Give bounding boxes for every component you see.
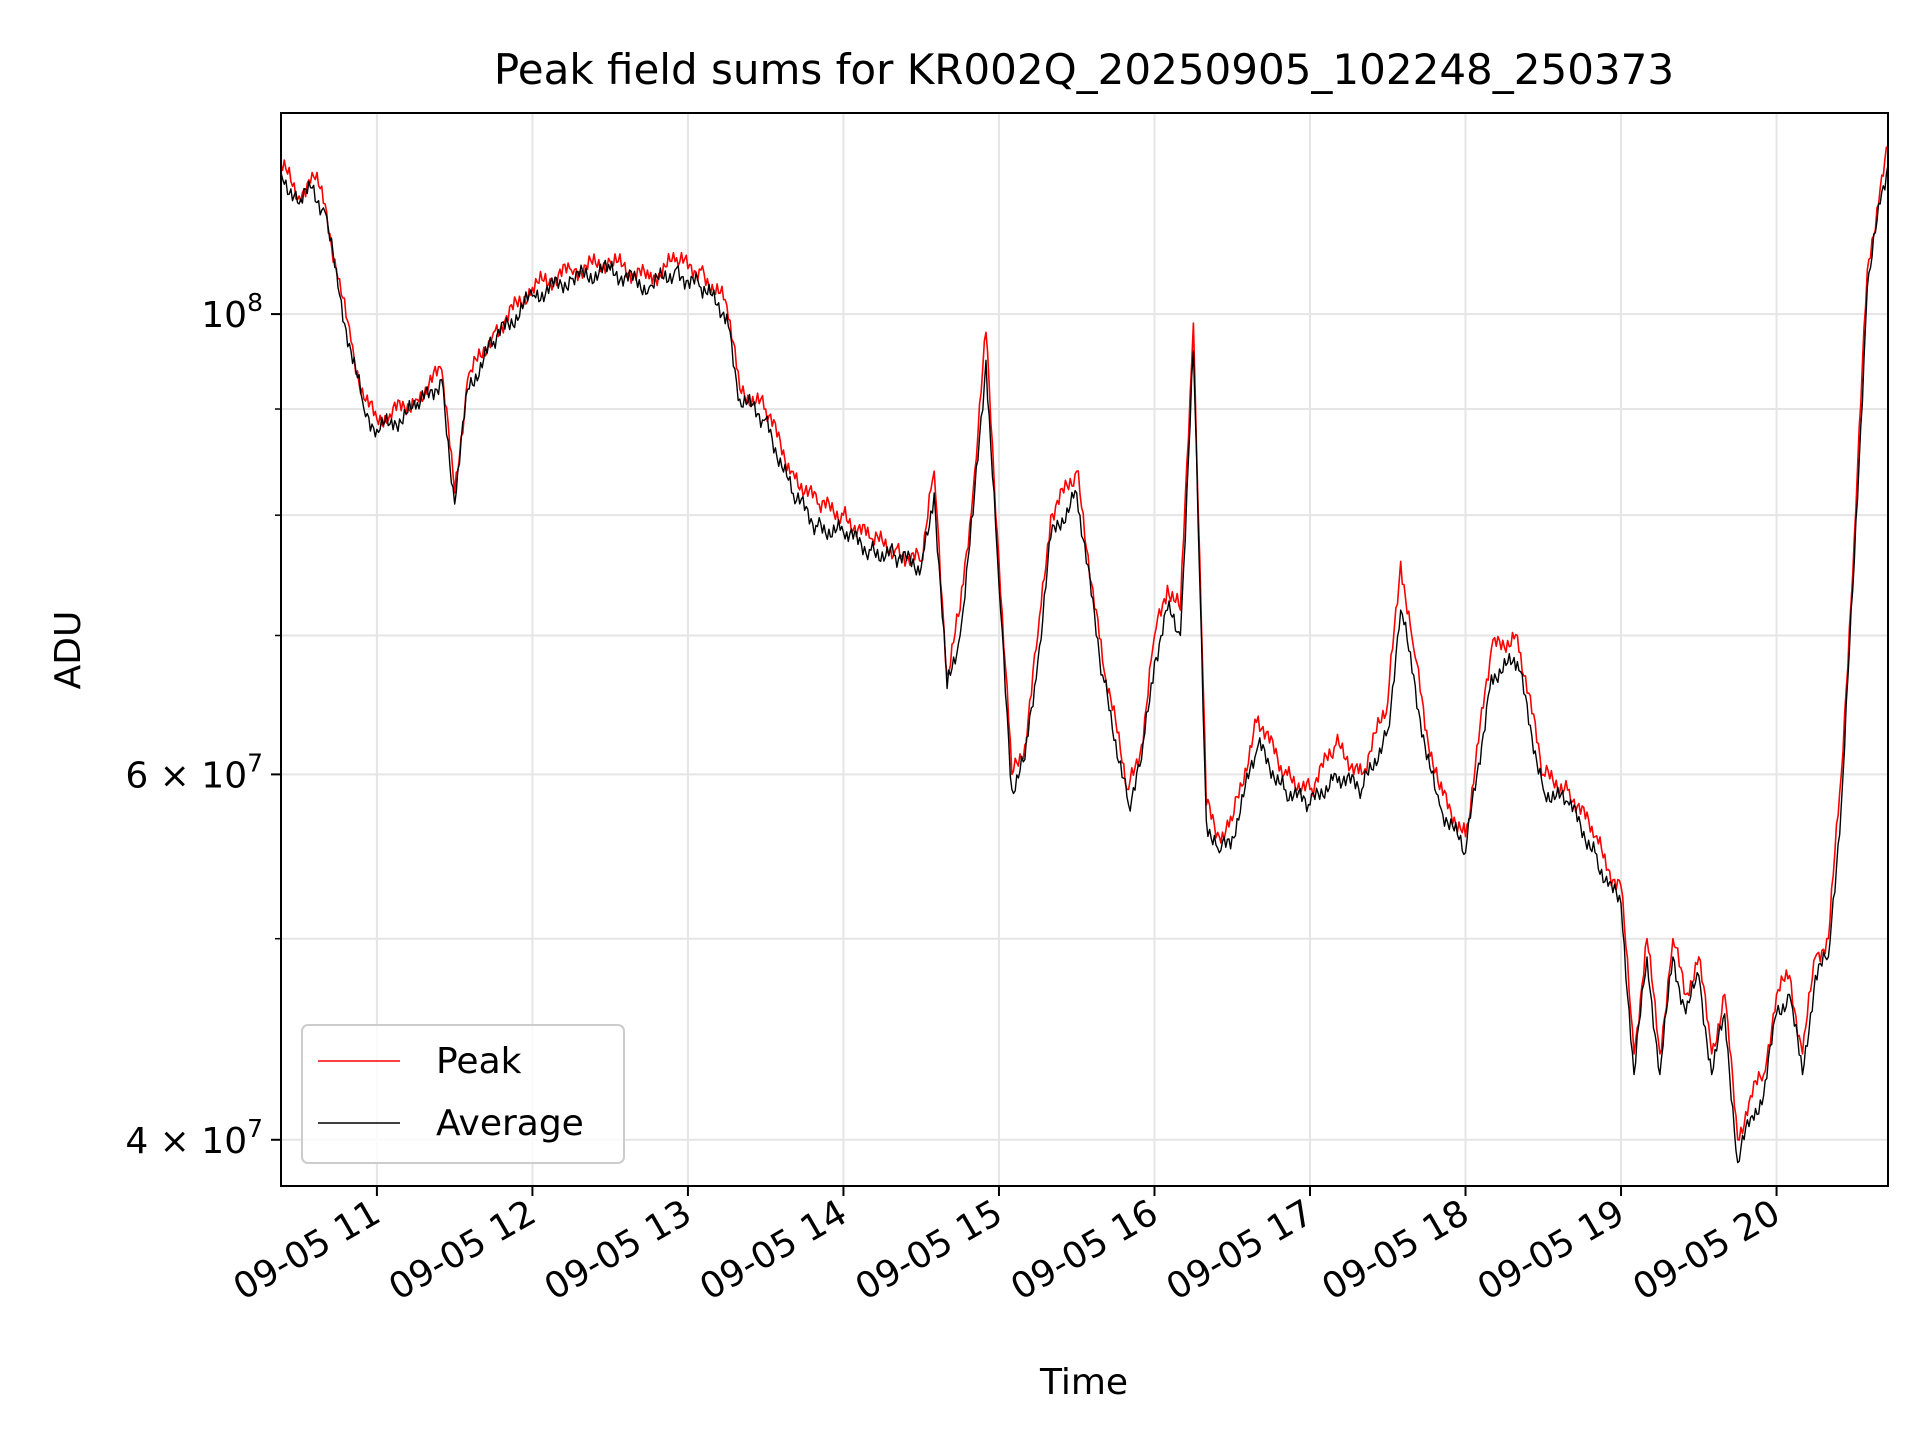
series-line-peak <box>280 146 1889 1141</box>
grid <box>281 113 1888 1186</box>
y-tick-label: 4 × 107 <box>125 1114 263 1162</box>
legend: Peak Average <box>301 1024 625 1164</box>
y-axis: 108 6 × 107 4 × 107 <box>125 288 281 1162</box>
y-tick-label: 108 <box>201 288 263 336</box>
series-line-average <box>280 164 1889 1164</box>
legend-label-peak: Peak <box>436 1041 522 1082</box>
legend-box <box>301 1024 625 1164</box>
y-tick-label: 6 × 107 <box>125 748 263 796</box>
x-axis-label: Time <box>1039 1362 1128 1403</box>
chart-title: Peak field sums for KR002Q_20250905_1022… <box>494 45 1674 94</box>
y-axis-label: ADU <box>48 611 89 690</box>
legend-label-average: Average <box>436 1103 584 1144</box>
series-group <box>280 146 1889 1164</box>
plot-area-frame <box>280 112 1889 1187</box>
